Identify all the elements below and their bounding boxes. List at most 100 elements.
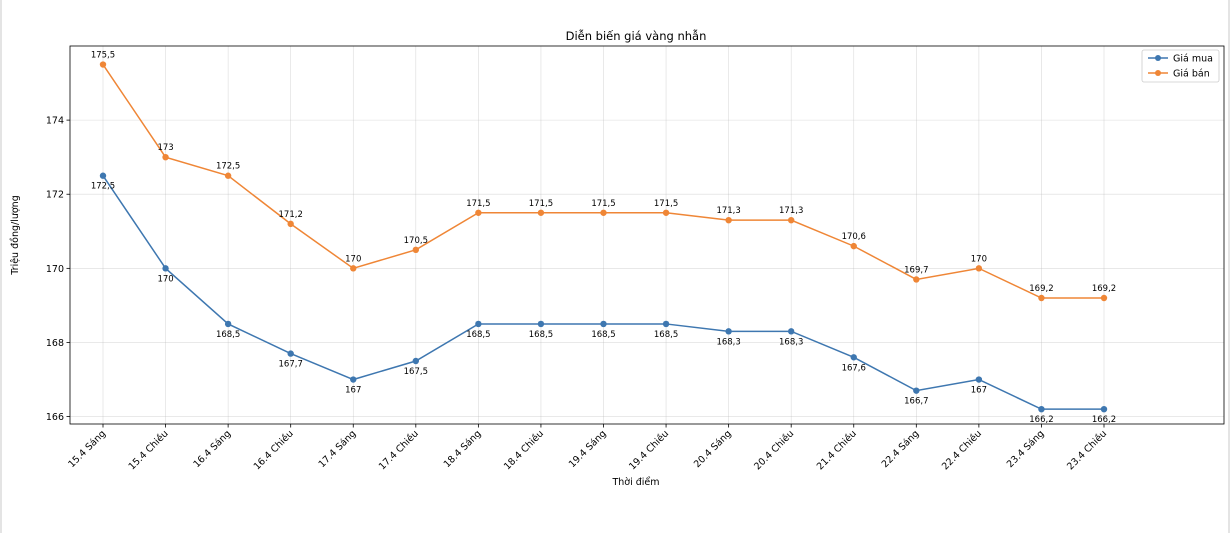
x-tick-label: 16.4 Sáng	[191, 428, 233, 470]
data-point-giá-mua	[224, 320, 232, 328]
data-point-giá-bán	[350, 265, 357, 272]
data-label-giá-mua: 167,7	[279, 360, 303, 370]
data-label-giá-bán: 170,5	[404, 236, 428, 246]
x-tick-label: 19.4 Sáng	[567, 428, 609, 470]
data-label-giá-mua: 167,6	[842, 363, 866, 373]
data-point-giá-bán	[662, 209, 670, 216]
data-point-giá-mua	[975, 376, 983, 383]
data-point-giá-bán	[287, 220, 294, 228]
data-label-giá-bán: 169,2	[1092, 284, 1116, 294]
data-label-giá-mua: 168,5	[654, 330, 678, 340]
data-point-giá-bán	[537, 209, 545, 216]
data-point-giá-mua	[162, 265, 169, 272]
data-label-giá-mua: 167	[345, 386, 361, 396]
y-axis-label: Triệu đồng/lượng	[10, 195, 21, 275]
x-tick-label: 17.4 Sáng	[317, 428, 359, 470]
data-label-giá-bán: 172,5	[216, 162, 240, 172]
data-point-giá-mua	[600, 320, 607, 328]
y-tick-label: 170	[46, 264, 64, 275]
data-label-giá-bán: 175,5	[91, 51, 115, 61]
data-point-giá-bán	[913, 276, 920, 283]
data-label-giá-bán: 171,3	[779, 206, 803, 216]
data-point-giá-mua	[913, 387, 920, 394]
y-axis: 166 168 170 172 174	[46, 116, 70, 423]
data-label-giá-mua: 166,2	[1029, 415, 1053, 425]
data-label-giá-bán: 171,5	[654, 199, 678, 209]
data-label-giá-mua: 168,5	[466, 330, 490, 340]
x-tick-label: 22.4 Chiều	[940, 428, 984, 472]
x-tick-label: 23.4 Chiều	[1065, 428, 1109, 472]
x-tick-label: 22.4 Sáng	[880, 428, 922, 470]
x-axis-label: Thời điểm	[611, 477, 659, 488]
data-label-giá-mua: 167	[971, 386, 987, 396]
data-label-giá-bán: 169,2	[1029, 284, 1053, 294]
data-point-giá-mua	[1100, 405, 1108, 413]
data-point-giá-mua	[99, 172, 107, 179]
data-label-giá-bán: 171,2	[279, 210, 303, 220]
legend-label-giá-bán: Giá bán	[1173, 69, 1210, 80]
data-label-giá-bán: 171,5	[591, 199, 615, 209]
data-point-giá-bán	[162, 153, 169, 161]
data-point-giá-bán	[99, 61, 107, 68]
data-label-giá-mua: 168,5	[216, 330, 240, 340]
data-label-giá-bán: 171,5	[529, 199, 553, 209]
data-label-giá-bán: 171,3	[716, 206, 740, 216]
x-axis: 15.4 Sáng 15.4 Chiều 16.4 Sáng 16.4 Chiều 17…	[66, 424, 1109, 472]
y-tick-label: 174	[46, 116, 64, 127]
data-label-giá-mua: 166,7	[904, 397, 928, 407]
x-tick-label: 18.4 Sáng	[442, 428, 484, 470]
data-label-giá-mua: 167,5	[404, 367, 428, 377]
x-tick-label: 17.4 Chiều	[377, 428, 421, 472]
data-point-giá-bán	[475, 209, 482, 216]
data-label-giá-mua: 168,5	[529, 330, 553, 340]
legend-marker-giá-mua	[1155, 55, 1161, 61]
series-layer: 172,5 170 168,5 167,7 167 167,5 168,5 168,5 168,…	[91, 51, 1116, 426]
x-tick-label: 18.4 Chiều	[502, 428, 546, 472]
y-tick-label: 172	[46, 190, 64, 201]
data-point-giá-mua	[475, 320, 482, 328]
data-point-giá-mua	[412, 357, 420, 365]
data-label-giá-bán: 169,7	[904, 265, 928, 275]
x-tick-label: 19.4 Chiều	[627, 428, 671, 472]
data-label-giá-bán: 171,5	[466, 199, 490, 209]
y-tick-label: 168	[46, 338, 64, 349]
data-label-giá-mua: 172,5	[91, 182, 115, 192]
grid-lines	[70, 46, 1224, 424]
data-point-giá-bán	[787, 216, 795, 224]
legend-marker-giá-bán	[1155, 70, 1161, 76]
data-label-giá-bán: 170,6	[842, 232, 866, 242]
data-label-giá-bán: 170	[971, 254, 987, 264]
x-tick-label: 15.4 Chiều	[127, 428, 171, 472]
data-point-giá-bán	[850, 242, 857, 250]
x-tick-label: 23.4 Sáng	[1005, 428, 1047, 470]
data-point-giá-bán	[975, 265, 983, 272]
data-point-giá-mua	[1038, 405, 1045, 413]
data-point-giá-bán	[1038, 294, 1045, 302]
y-tick-label: 166	[46, 412, 64, 423]
data-point-giá-mua	[537, 320, 545, 328]
data-point-giá-mua	[662, 320, 670, 328]
x-tick-label: 20.4 Sáng	[692, 428, 734, 470]
data-point-giá-mua	[787, 328, 795, 335]
x-tick-label: 20.4 Chiều	[752, 428, 796, 472]
data-point-giá-bán	[1100, 294, 1108, 302]
data-label-giá-mua: 168,3	[779, 337, 803, 347]
data-point-giá-bán	[725, 216, 732, 224]
x-tick-label: 15.4 Sáng	[66, 428, 108, 470]
plot-frame	[69, 45, 1225, 425]
data-point-giá-bán	[224, 172, 232, 179]
data-label-giá-mua: 168,3	[716, 337, 740, 347]
legend: Giá mua Giá bán	[1141, 49, 1220, 83]
data-point-giá-mua	[850, 354, 857, 361]
data-label-giá-bán: 173	[157, 143, 173, 153]
data-label-giá-mua: 166,2	[1092, 415, 1116, 425]
data-label-giá-mua: 170	[157, 274, 173, 284]
chart-title: Diễn biến giá vàng nhẫn	[566, 29, 707, 43]
data-point-giá-bán	[600, 209, 607, 216]
data-point-giá-bán	[412, 246, 420, 254]
x-tick-label: 21.4 Chiều	[815, 428, 859, 472]
legend-label-giá-mua: Giá mua	[1173, 54, 1213, 65]
x-tick-label: 16.4 Chiều	[252, 428, 296, 472]
